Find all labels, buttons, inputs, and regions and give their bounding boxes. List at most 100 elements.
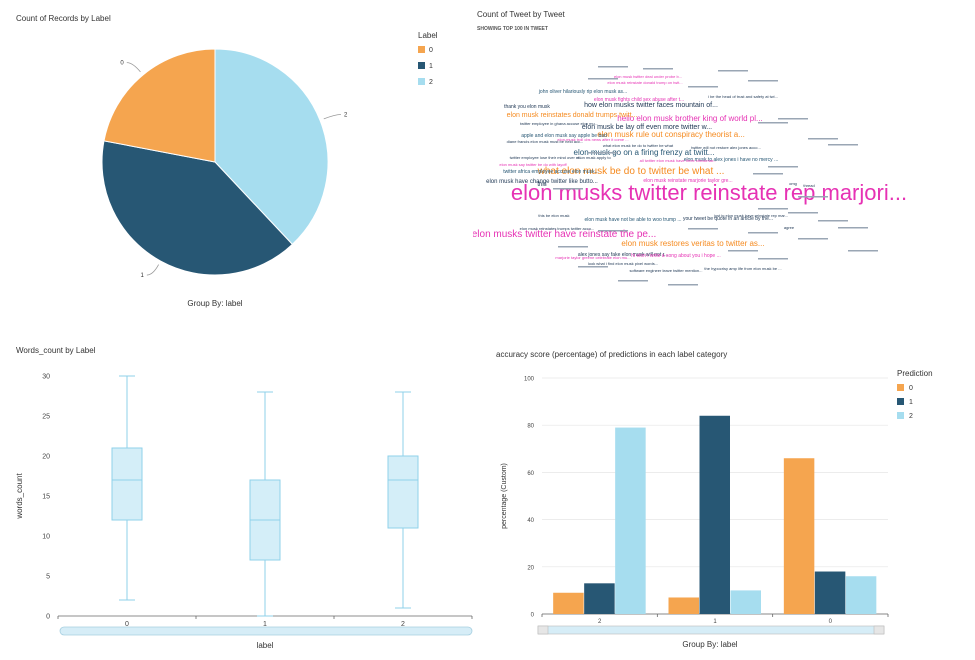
bar-xtick-label: 2 bbox=[598, 619, 602, 625]
wordcloud-word: elon musk reinstate donald trump on twit… bbox=[607, 80, 682, 85]
box-ytick-label: 5 bbox=[46, 574, 50, 581]
bar-legend-label: 0 bbox=[909, 385, 913, 392]
box-iqr bbox=[387, 455, 419, 529]
wordcloud-word: elon musk go on a firing frenzy at twitt… bbox=[574, 148, 715, 157]
wordcloud-word: thank you elon musk bbox=[504, 104, 550, 110]
pie-chart: 2 1 0 Group By: label Label 0 1 2 bbox=[101, 31, 438, 308]
bar-title: accuracy score (percentage) of predictio… bbox=[496, 350, 728, 359]
wordcloud-small-word bbox=[758, 258, 788, 260]
bar-panel: accuracy score (percentage) of predictio… bbox=[490, 336, 975, 660]
box-ytick-label: 10 bbox=[42, 534, 50, 541]
wordcloud-word: elon musk reinstates donald trumps twitt… bbox=[507, 112, 638, 119]
wordcloud-small-word bbox=[598, 230, 628, 232]
pie-legend-label: 0 bbox=[429, 47, 433, 54]
wordcloud-word: elon musk reinstates trumps twitter acco… bbox=[520, 226, 595, 231]
wordcloud-word: elon musk have change twitter like butto… bbox=[486, 179, 598, 185]
wordcloud-small-word bbox=[578, 266, 608, 268]
wordcloud-word: this bbox=[537, 182, 546, 188]
wordcloud-word: elon musk have not be able to woo trump … bbox=[585, 217, 682, 223]
bar-scrollbar-right-handle bbox=[873, 625, 885, 635]
box-panel: Words_count by Label 0 5 10 15 20 25 30 words_c… bbox=[0, 336, 485, 660]
wordcloud-word: marjorie taylor greene celebrate elon mu… bbox=[555, 255, 630, 260]
box-ytick-label: 30 bbox=[42, 374, 50, 381]
wordcloud-word: what elon musk be do to twitter be what … bbox=[537, 166, 725, 177]
wordcloud-word: elon musk rule out conspiracy theorist a… bbox=[597, 130, 745, 139]
wordcloud-subtitle: SHOWING TOP 100 IN TWEET bbox=[477, 26, 548, 32]
bar-0-series-0 bbox=[783, 458, 815, 614]
wordcloud-small-word bbox=[778, 118, 808, 120]
wordcloud-small-word bbox=[588, 152, 618, 154]
bar-ytick-label: 0 bbox=[531, 613, 535, 619]
wordcloud-word: omg bbox=[789, 181, 797, 186]
wordcloud-small-word bbox=[728, 250, 758, 252]
pie-legend-title: Label bbox=[418, 31, 438, 40]
bar-ytick-label: 20 bbox=[527, 565, 534, 571]
bar-1-series-0 bbox=[668, 597, 699, 614]
box-item-1 bbox=[249, 391, 281, 617]
pie-slice-0 bbox=[103, 48, 216, 163]
wordcloud-small-word bbox=[818, 220, 848, 222]
wordcloud-word: what elon musk be do to twitter be what bbox=[603, 143, 674, 148]
wordcloud-word: elon musks twitter reinstate rep marjori… bbox=[511, 180, 907, 205]
box-item-0 bbox=[111, 375, 143, 601]
wordcloud-word: hi elon i write a song about you i hope … bbox=[631, 253, 721, 259]
wordcloud-small-word bbox=[788, 212, 818, 214]
wordcloud-word: john oliver hilariously rip elon musk as… bbox=[538, 89, 627, 95]
pie-legend-label: 2 bbox=[429, 79, 433, 86]
pie-slice-2 bbox=[214, 48, 329, 246]
bar-2-series-2 bbox=[615, 427, 646, 614]
wordcloud-word: elon musk say twitter be do with layoff bbox=[499, 162, 567, 167]
pie-slice-1 bbox=[101, 140, 294, 276]
wordcloud-small-word bbox=[753, 173, 783, 175]
wordcloud-word: elon musk be lay off even more twitter w… bbox=[582, 124, 712, 131]
bar-1-series-1 bbox=[699, 415, 730, 614]
wordcloud-word: hello elon musk brother king of world pl… bbox=[617, 114, 762, 123]
wordcloud-small-word bbox=[798, 196, 828, 198]
wordcloud-chart: elon musks twitter reinstate rep marjori… bbox=[473, 66, 907, 286]
box-title: Words_count by Label bbox=[16, 346, 96, 355]
wordcloud-small-word bbox=[838, 227, 868, 229]
bar-xlabel: Group By: label bbox=[682, 640, 737, 649]
pie-leader-line bbox=[126, 62, 141, 73]
bar-xtick-label: 1 bbox=[713, 619, 717, 625]
wordcloud-word: elon musk restores veritas to twitter as… bbox=[621, 239, 764, 248]
bar-scrollbar bbox=[537, 625, 885, 635]
wordcloud-small-word bbox=[748, 232, 778, 234]
wordcloud-word: twitter will not restore alex jones acco… bbox=[691, 145, 761, 150]
wordcloud-small-word bbox=[718, 70, 748, 72]
box-item-2 bbox=[387, 391, 419, 609]
bar-ylabel: percentage (Custom) bbox=[501, 463, 508, 529]
bar-scrollbar-left-handle bbox=[537, 625, 549, 635]
bar-2-series-1 bbox=[584, 583, 615, 614]
wordcloud-word: apple and elon musk say apple be bad bbox=[521, 133, 607, 139]
bar-legend-swatch-1 bbox=[897, 398, 904, 405]
wordcloud-small-word bbox=[758, 122, 788, 124]
box-chart: 0 5 10 15 20 25 30 words_count 0 1 2 label bbox=[15, 374, 473, 650]
wordcloud-panel: Count of Tweet by Tweet SHOWING TOP 100 … bbox=[473, 0, 948, 316]
wordcloud-word: software engineer leave twitter mention.… bbox=[630, 268, 703, 273]
box-ytick-label: 25 bbox=[42, 414, 50, 421]
wordcloud-word: the hypocrisy amp life from elon musk be… bbox=[704, 266, 781, 271]
bar-xtick-label: 0 bbox=[829, 619, 833, 625]
wordcloud-small-word bbox=[598, 66, 628, 68]
wordcloud-small-word bbox=[643, 68, 673, 70]
box-xtick-label: 0 bbox=[125, 621, 129, 628]
wordcloud-word: i be the head of trust and safety at twi… bbox=[708, 94, 778, 99]
pie-legend-swatch-0 bbox=[418, 46, 425, 53]
pie-panel: Count of Records by Label 2 1 0 Group By: l… bbox=[0, 0, 470, 320]
wordcloud-word: how elon musks twitter faces mountain of… bbox=[584, 102, 718, 109]
wordcloud-word: elon musk twitter deal under probe b... bbox=[614, 74, 682, 79]
wordcloud-word: thread bbox=[803, 183, 814, 188]
box-xtick-label: 1 bbox=[263, 621, 267, 628]
bar-0-series-2 bbox=[845, 576, 877, 614]
wordcloud-small-word bbox=[688, 86, 718, 88]
bar-legend-label: 1 bbox=[909, 399, 913, 406]
pie-slice-label: 2 bbox=[344, 113, 348, 119]
box-ytick-label: 0 bbox=[46, 614, 50, 621]
bar-legend-swatch-2 bbox=[897, 412, 904, 419]
box-xtick-label: 2 bbox=[401, 621, 405, 628]
wordcloud-small-word bbox=[758, 208, 788, 210]
wordcloud-title: Count of Tweet by Tweet bbox=[477, 10, 565, 19]
wordcloud-word: elon musk troll cbs news after it come .… bbox=[557, 137, 628, 142]
